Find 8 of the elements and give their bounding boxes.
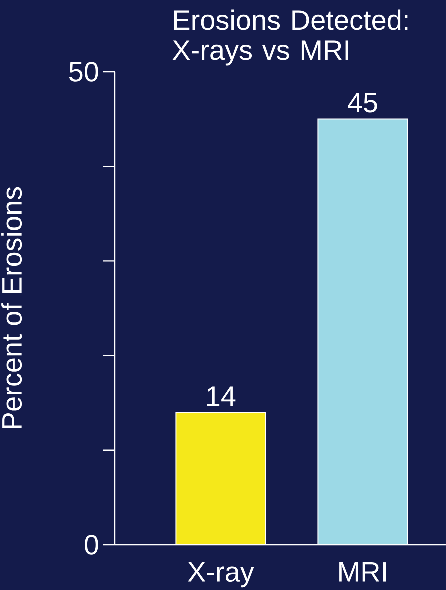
y-tick-label: 50	[69, 62, 98, 82]
x-tick-label: MRI	[340, 562, 386, 582]
y-tick-label: 0	[84, 535, 98, 555]
y-axis-title: Percent of Erosions	[2, 187, 22, 428]
x-tick-label: X-ray	[188, 562, 254, 588]
data-label: 14	[207, 386, 236, 406]
chart-title: Erosions Detected: X-rays vs MRI	[172, 10, 408, 66]
data-label: 45	[348, 93, 378, 113]
